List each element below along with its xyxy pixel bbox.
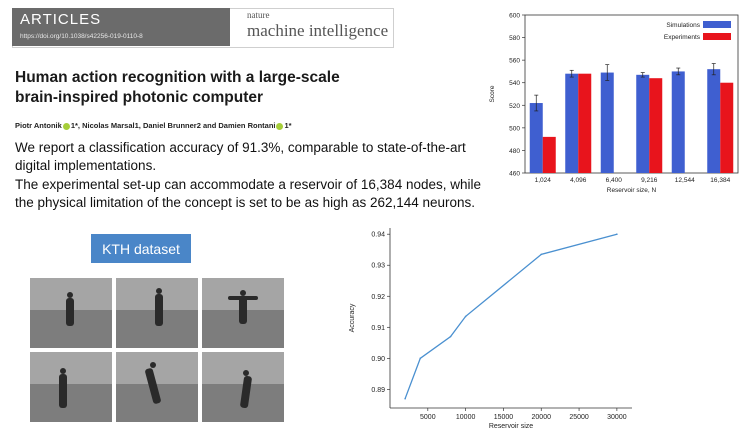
x-tick-label: 5000 xyxy=(420,414,436,421)
simulations-bar xyxy=(636,74,650,173)
legend-swatch xyxy=(703,33,731,40)
experiments-bar xyxy=(720,82,734,173)
accuracy-point xyxy=(449,335,452,338)
y-axis-label: Accuracy xyxy=(349,303,356,332)
y-tick-label: 0.90 xyxy=(371,356,385,363)
legend-label: Simulations xyxy=(666,22,700,29)
y-tick-label: 560 xyxy=(509,58,520,65)
y-tick-label: 540 xyxy=(509,80,520,87)
simulations-bar xyxy=(565,73,579,173)
articles-banner: ARTICLES https://doi.org/10.1038/s42256-… xyxy=(12,8,230,46)
accuracy-point xyxy=(419,357,422,360)
paper-title-line-1: Human action recognition with a large-sc… xyxy=(15,69,340,86)
x-tick-label: 30000 xyxy=(607,414,627,421)
y-tick-label: 580 xyxy=(509,35,520,42)
author-text: 1, Daniel Brunner xyxy=(134,121,197,130)
accuracy-point xyxy=(540,253,543,256)
summary-line: the physical limitation of the concept i… xyxy=(15,195,476,210)
experiments-bar xyxy=(542,136,556,173)
doi-link[interactable]: https://doi.org/10.1038/s42256-019-0110-… xyxy=(20,33,143,40)
simulations-bar xyxy=(707,69,721,173)
orcid-icon xyxy=(276,122,284,130)
kth-frame xyxy=(116,352,198,422)
x-tick-label: 12,544 xyxy=(675,177,695,184)
kth-dataset-label: KTH dataset xyxy=(91,234,191,263)
orcid-icon xyxy=(62,122,70,130)
y-tick-label: 0.93 xyxy=(371,263,385,270)
summary-line: We report a classification accuracy of 9… xyxy=(15,140,466,155)
simulations-bar xyxy=(529,103,543,173)
accuracy-point xyxy=(464,315,467,318)
y-tick-label: 0.94 xyxy=(371,232,385,239)
y-tick-label: 460 xyxy=(509,171,520,178)
x-tick-label: 10000 xyxy=(456,414,476,421)
plot-frame xyxy=(524,14,739,174)
x-tick-label: 6,400 xyxy=(606,177,623,184)
author-text: 1*, Nicolas Marsal xyxy=(70,121,135,130)
summary-line: The experimental set-up can accommodate … xyxy=(15,177,482,192)
x-tick-label: 25000 xyxy=(569,414,589,421)
experiments-bar xyxy=(578,73,592,173)
x-tick-label: 1,024 xyxy=(535,177,552,184)
experiments-bar xyxy=(649,78,663,173)
y-tick-label: 500 xyxy=(509,125,520,132)
kth-frame xyxy=(116,278,198,348)
x-tick-label: 15000 xyxy=(494,414,514,421)
paper-title-line-2: brain-inspired photonic computer xyxy=(15,89,264,106)
x-axis-label: Reservoir size, N xyxy=(607,187,657,194)
accuracy-series-line xyxy=(404,233,618,399)
y-tick-label: 600 xyxy=(509,13,520,20)
author-list: Piotr Antonik 1*, Nicolas Marsal1, Daniel… xyxy=(15,121,292,130)
author-text: 1* xyxy=(284,121,292,130)
kth-frame xyxy=(202,278,284,348)
y-tick-label: 0.92 xyxy=(371,294,385,301)
kth-frame xyxy=(30,278,112,348)
x-tick-label: 20000 xyxy=(532,414,552,421)
legend-label: Experiments xyxy=(664,34,701,41)
journal-logo-small: nature xyxy=(247,10,270,20)
accuracy-point xyxy=(616,233,618,236)
legend-swatch xyxy=(703,21,731,28)
accuracy-line-chart: 0.89 0.90 0.91 0.92 0.93 0.94 5000 10000 15000 20… xyxy=(349,228,632,428)
kth-frame xyxy=(202,352,284,422)
y-axis-label: Score xyxy=(489,85,496,102)
summary-line: digital implementations. xyxy=(15,158,157,173)
kth-frame xyxy=(30,352,112,422)
y-tick-label: 0.89 xyxy=(371,387,385,394)
x-tick-label: 16,384 xyxy=(710,177,730,184)
author-text: Piotr Antonik xyxy=(15,121,62,130)
paper-title: Human action recognition with a large-sc… xyxy=(15,68,345,108)
kth-image-grid xyxy=(30,278,284,424)
x-tick-label: 9,216 xyxy=(641,177,658,184)
y-tick-label: 480 xyxy=(509,148,520,155)
simulations-bar xyxy=(671,71,685,173)
y-tick-label: 0.91 xyxy=(371,325,385,332)
score-bar-chart: 460 480 500 520 540 560 580 600 Score 1,024 4,096 6… xyxy=(489,13,739,194)
journal-logo-name: machine intelligence xyxy=(247,21,389,40)
accuracy-point xyxy=(404,397,406,400)
x-tick-label: 4,096 xyxy=(570,177,587,184)
simulations-bar xyxy=(600,72,614,173)
x-axis-label: Reservoir size xyxy=(489,423,533,428)
section-label: ARTICLES xyxy=(20,11,102,28)
y-tick-label: 520 xyxy=(509,103,520,110)
author-text: 2 and Damien Rontani xyxy=(196,121,276,130)
